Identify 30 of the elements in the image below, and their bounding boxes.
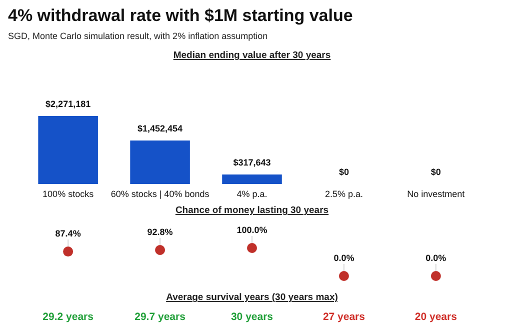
data-label: 0.0% [334,253,354,263]
data-label: 87.4% [55,228,81,239]
point [338,271,349,281]
data-label: 29.7 years [134,311,186,323]
point [63,246,74,257]
x-tick-label: 2.5% p.a. [324,189,363,199]
data-label: 30 years [230,311,274,323]
x-tick-label: 60% stocks | 40% bonds [110,189,210,199]
chart-title: Chance of money lasting 30 years [175,205,329,216]
point [247,243,257,253]
data-label: 0.0% [426,253,446,263]
data-label: $1,452,454 [138,124,183,134]
data-label: 29.2 years [42,311,94,323]
data-label: $317,643 [233,157,271,168]
data-label: 92.8% [147,227,173,238]
text: Median ending value after 30 years [173,50,331,61]
text: Average survival years (30 years max) [166,292,338,303]
data-label: 20 years [414,311,458,323]
data-label: $0 [430,167,441,177]
x-tick-label: 100% stocks [42,189,94,199]
data-label: $0 [338,167,349,177]
chart-subtitle: SGD, Monte Carlo simulation result, with 2% inflation assumption [8,31,268,41]
x-tick-label: No investment [407,189,466,199]
x-tick-label: 4% p.a. [236,189,268,199]
data-label: 27 years [322,311,366,323]
data-label: 100.0% [236,225,268,235]
point [430,271,441,281]
chart-title: 4% withdrawal rate with $1M starting value [8,6,353,25]
point [155,245,166,256]
data-label: $2,271,181 [46,99,91,109]
